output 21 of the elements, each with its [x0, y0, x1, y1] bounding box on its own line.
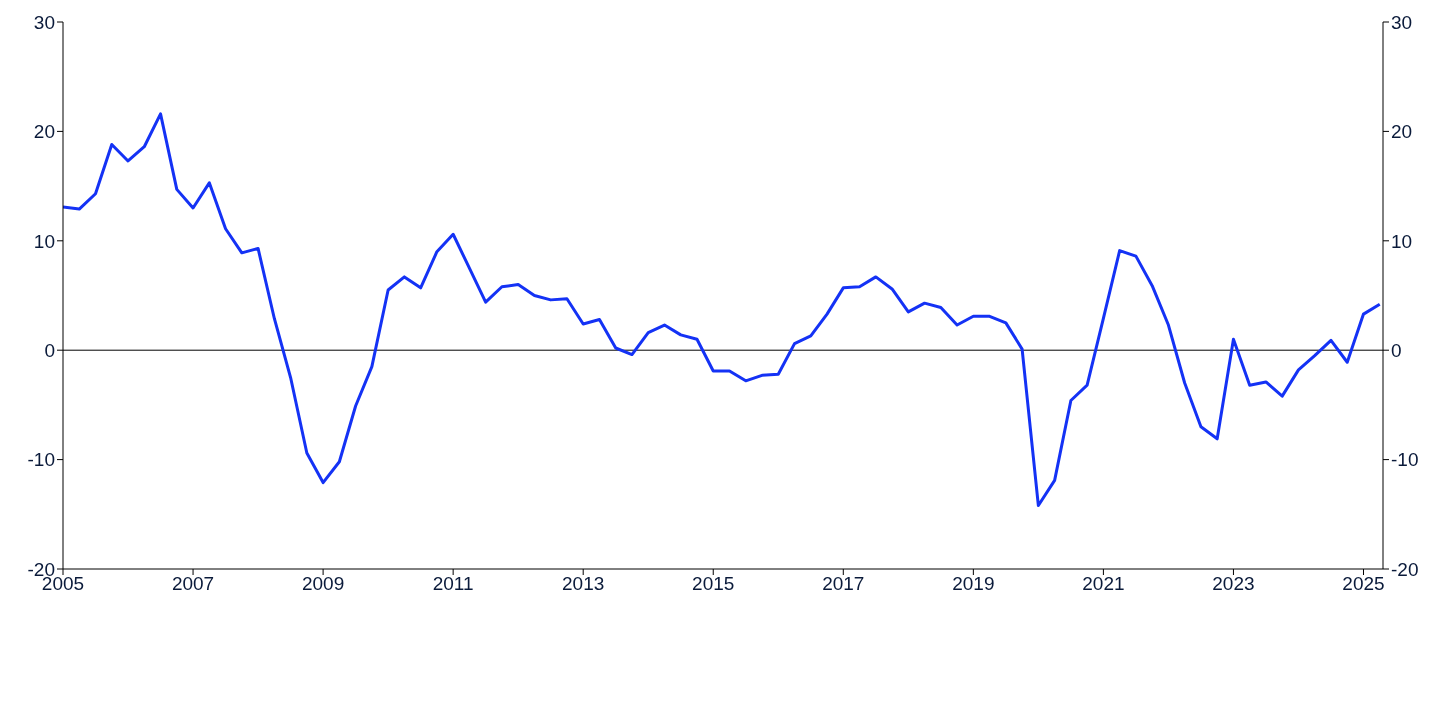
- x-tick-label: 2025: [1342, 573, 1385, 595]
- x-tick-label: 2021: [1082, 573, 1125, 595]
- y-tick-label: 30: [33, 11, 55, 33]
- y-tick-label: 20: [33, 121, 55, 143]
- x-tick-label: 2011: [432, 573, 474, 595]
- y-tick-label: 0: [44, 339, 55, 361]
- x-tick-label: 2015: [692, 573, 735, 595]
- y2-tick-label: 0: [1391, 339, 1402, 361]
- y2-tick-label: 20: [1391, 121, 1413, 143]
- y-tick-label: 10: [33, 230, 55, 252]
- y2-tick-label: 10: [1391, 230, 1413, 252]
- y2-tick-label: -10: [1391, 449, 1419, 471]
- y-tick-label: -10: [27, 449, 55, 471]
- x-tick-label: 2007: [171, 573, 215, 595]
- y2-tick-label: -20: [1391, 558, 1419, 580]
- x-tick-label: 2013: [562, 573, 605, 595]
- x-tick-label: 2023: [1212, 573, 1255, 595]
- x-tick-label: 2017: [822, 573, 865, 595]
- x-tick-label: 2019: [952, 573, 995, 595]
- x-tick-label: 2009: [301, 573, 345, 595]
- y2-tick-label: 30: [1391, 11, 1413, 33]
